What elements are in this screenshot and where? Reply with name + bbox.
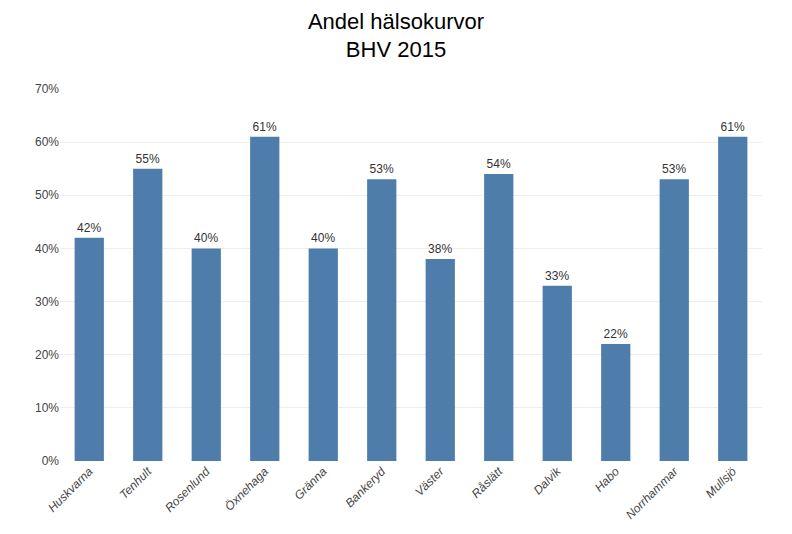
svg-text:Bankeryd: Bankeryd [342, 464, 388, 510]
svg-text:20%: 20% [35, 348, 59, 362]
svg-text:Dalvik: Dalvik [531, 464, 565, 498]
svg-text:61%: 61% [721, 120, 745, 134]
svg-text:40%: 40% [194, 231, 218, 245]
svg-text:Rosenlund: Rosenlund [162, 464, 213, 515]
svg-text:Väster: Väster [412, 464, 447, 499]
svg-text:61%: 61% [253, 120, 277, 134]
svg-text:40%: 40% [35, 242, 59, 256]
svg-text:38%: 38% [428, 242, 452, 256]
svg-text:55%: 55% [136, 152, 160, 166]
svg-text:Mullsjö: Mullsjö [703, 464, 740, 501]
svg-text:70%: 70% [35, 82, 59, 96]
svg-text:10%: 10% [35, 401, 59, 415]
svg-text:Tenhult: Tenhult [117, 464, 155, 502]
svg-text:50%: 50% [35, 188, 59, 202]
svg-text:Råslätt: Råslätt [469, 464, 506, 501]
svg-text:Andel hälsokurvorBHV 2015: Andel hälsokurvorBHV 2015 [308, 9, 484, 63]
svg-text:Huskvarna: Huskvarna [45, 464, 96, 515]
svg-text:54%: 54% [487, 157, 511, 171]
svg-text:53%: 53% [370, 162, 394, 176]
svg-text:Öxnehaga: Öxnehaga [222, 464, 271, 513]
svg-text:Norrhammar: Norrhammar [623, 464, 681, 522]
svg-text:33%: 33% [545, 269, 569, 283]
svg-text:40%: 40% [311, 231, 335, 245]
svg-text:42%: 42% [77, 221, 101, 235]
svg-text:30%: 30% [35, 295, 59, 309]
svg-text:22%: 22% [604, 327, 628, 341]
svg-text:60%: 60% [35, 135, 59, 149]
svg-text:Gränna: Gränna [291, 464, 329, 502]
svg-text:53%: 53% [662, 162, 686, 176]
svg-text:0%: 0% [42, 454, 60, 468]
svg-text:Habo: Habo [592, 464, 622, 494]
